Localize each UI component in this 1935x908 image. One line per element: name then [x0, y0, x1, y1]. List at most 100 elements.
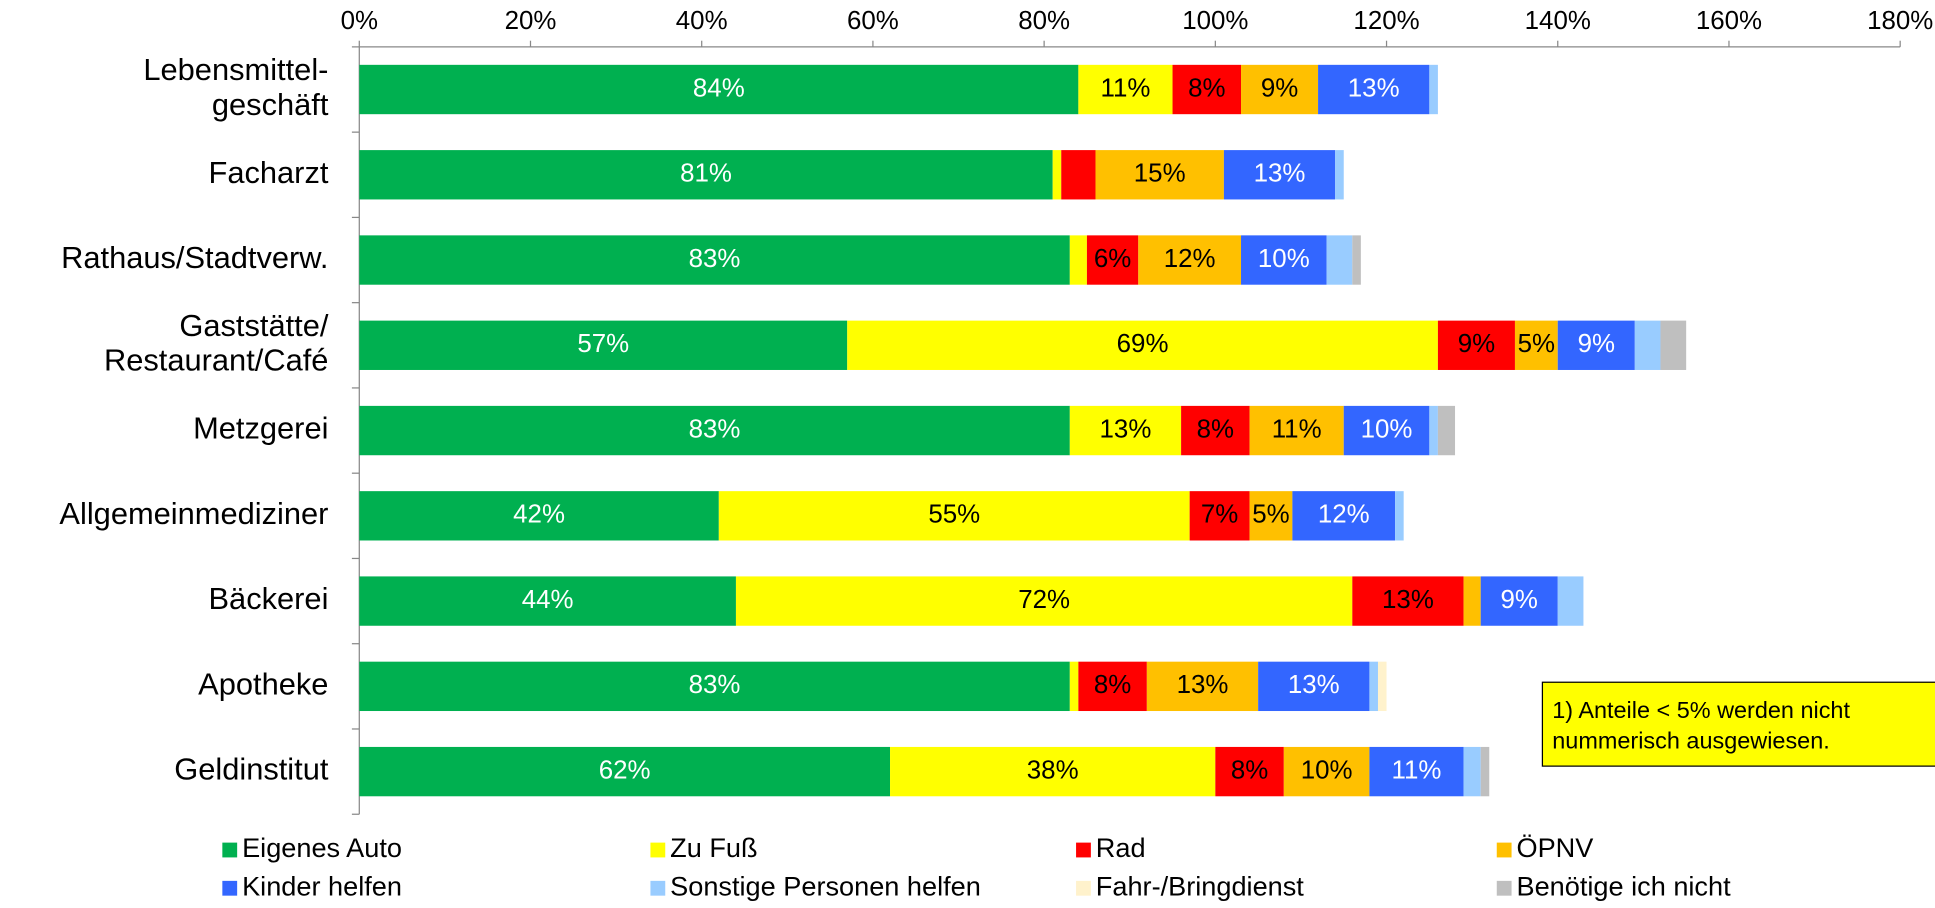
legend-label: ÖPNV — [1516, 832, 1593, 863]
bar-segment — [1557, 320, 1635, 370]
bar-segment — [1283, 746, 1370, 797]
y-tick-label: Facharzt — [209, 155, 329, 190]
bar-segment — [1395, 491, 1404, 541]
bar-segment — [1343, 405, 1430, 456]
y-tick-label: Apotheke — [198, 666, 328, 701]
bar-segment — [1514, 320, 1558, 370]
x-tick-label: 180% — [1867, 7, 1933, 35]
bar-segment — [1463, 746, 1481, 797]
data-label: 12% — [1164, 245, 1216, 273]
bar-segment — [1463, 576, 1481, 626]
data-label: 72% — [1018, 586, 1070, 614]
bar-segment — [1138, 235, 1242, 285]
bar-segment — [1369, 746, 1464, 797]
data-label: 83% — [689, 415, 741, 443]
bar-segment — [1429, 64, 1438, 115]
bar-segment — [1318, 64, 1430, 115]
bar-segment — [1480, 576, 1558, 626]
bar-segment — [1249, 491, 1293, 541]
bar-segment — [1069, 405, 1182, 456]
bar-segment — [1335, 150, 1344, 200]
plot: 0% 20% 40% 60% 80% 100% 120% 140% 160% 180% Lebens… — [59, 7, 1933, 901]
data-label: 11% — [1100, 74, 1150, 102]
legend-swatch — [222, 842, 238, 858]
data-label: 57% — [577, 330, 629, 358]
x-tick-label: 80% — [1018, 7, 1070, 35]
data-label: 13% — [1288, 671, 1340, 699]
bar-segment — [1352, 235, 1361, 285]
legend-label: Sonstige Personen helfen — [670, 870, 981, 901]
data-label: 5% — [1252, 501, 1289, 529]
y-tick-label: Gaststätte/Restaurant/Café — [104, 308, 329, 378]
data-label: 9% — [1261, 74, 1298, 102]
bar-segment — [718, 491, 1190, 541]
bar-segment — [1095, 150, 1224, 200]
legend-label: Zu Fuß — [670, 832, 757, 863]
legend-label: Fahr-/Bringdienst — [1096, 870, 1305, 901]
data-label: 13% — [1348, 74, 1400, 102]
y-tick-label: Metzgerei — [193, 411, 328, 446]
data-label: 11% — [1392, 756, 1442, 784]
legend-label: Rad — [1096, 832, 1146, 863]
legend-swatch — [650, 842, 666, 858]
bar-segment — [1241, 235, 1327, 285]
bar-segment — [1437, 405, 1456, 456]
data-label: 83% — [689, 245, 741, 273]
bar-segment — [1215, 746, 1284, 797]
bar-segment — [1061, 150, 1096, 200]
data-label: 11% — [1272, 415, 1322, 443]
legend-swatch — [222, 880, 238, 896]
bar-segment — [359, 491, 719, 541]
bar-segment — [1634, 320, 1661, 370]
data-label: 8% — [1197, 415, 1234, 443]
bar-segment — [1249, 405, 1344, 456]
bar-segment — [1258, 661, 1370, 712]
annotation: 1) Anteile < 5% werden nicht nummerisch a… — [1552, 697, 1850, 754]
data-label: 8% — [1188, 74, 1225, 102]
y-tick-label: Geldinstitut — [174, 752, 329, 787]
data-label: 13% — [1177, 671, 1229, 699]
bar-segment — [890, 746, 1216, 797]
bar-segment — [1241, 64, 1319, 115]
bar-segment — [359, 661, 1070, 712]
data-label: 81% — [680, 160, 732, 188]
legend-label: Eigenes Auto — [242, 832, 402, 863]
data-label: 10% — [1301, 756, 1353, 784]
data-label: 9% — [1458, 330, 1495, 358]
legend-swatch — [1076, 842, 1091, 858]
legend-swatch — [1076, 880, 1091, 896]
data-label: 12% — [1318, 501, 1370, 529]
y-tick-label: Rathaus/Stadtverw. — [61, 240, 328, 275]
data-label: 9% — [1578, 330, 1615, 358]
bar-segment — [847, 320, 1438, 370]
x-tick-label: 160% — [1696, 7, 1762, 35]
bar-segment — [359, 405, 1070, 456]
bar-segment — [1069, 661, 1079, 712]
data-label: 6% — [1094, 245, 1131, 273]
data-label: 13% — [1254, 160, 1306, 188]
data-label: 13% — [1100, 415, 1152, 443]
y-tick-label: Bäckerei — [208, 581, 328, 616]
bar-segment — [1429, 405, 1438, 456]
data-label: 55% — [928, 501, 980, 529]
bar-segment — [1480, 746, 1490, 797]
data-label: 10% — [1361, 415, 1413, 443]
bar-segment — [359, 576, 736, 626]
annotation-box: 1) Anteile < 5% werden nicht nummerisch a… — [1541, 681, 1935, 767]
bar-segment — [1557, 576, 1584, 626]
data-label: 44% — [522, 586, 574, 614]
bar-segment — [359, 64, 1079, 115]
bar-segment — [359, 746, 891, 797]
data-label: 69% — [1117, 330, 1169, 358]
bar-segment — [1052, 150, 1062, 200]
legend-swatch — [1496, 880, 1512, 896]
data-label: 10% — [1258, 245, 1310, 273]
bar-segment — [1181, 405, 1250, 456]
data-label: 8% — [1231, 756, 1268, 784]
bar-segment — [1223, 150, 1336, 200]
data-label: 42% — [513, 501, 565, 529]
bar-segment — [359, 235, 1070, 285]
x-tick-label: 40% — [676, 7, 728, 35]
bar-segment — [1078, 661, 1147, 712]
